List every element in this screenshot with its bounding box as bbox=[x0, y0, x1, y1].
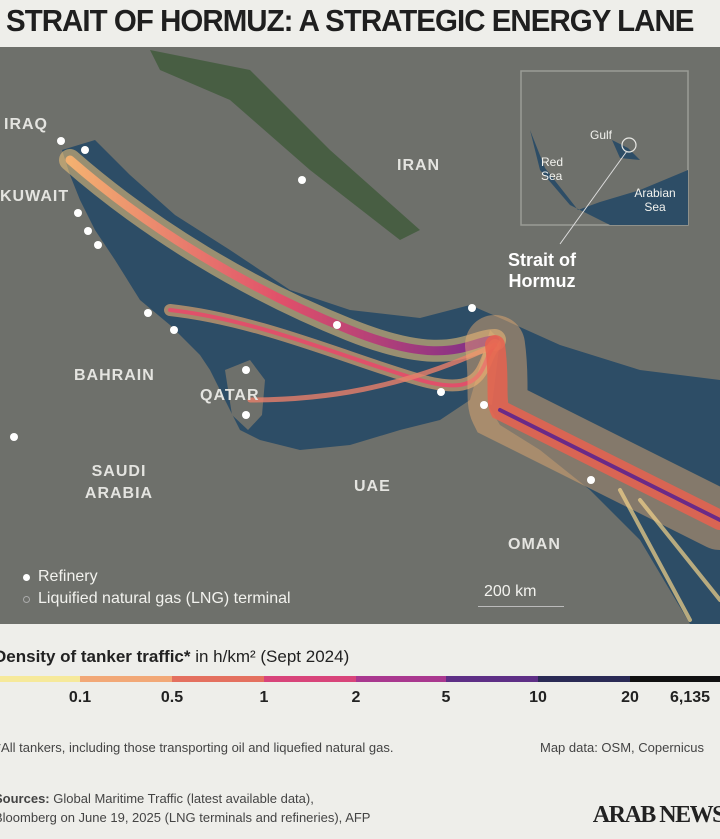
sources-label: Sources: bbox=[0, 791, 50, 806]
colorbar-tick: 1 bbox=[259, 689, 269, 706]
legend-lng: Liquified natural gas (LNG) terminal bbox=[38, 590, 291, 607]
colorbar-segment bbox=[356, 676, 446, 682]
colorbar-tick: 6,135 bbox=[669, 689, 711, 706]
country-label-iran: IRAN bbox=[397, 157, 441, 174]
lng-terminal-icon bbox=[23, 596, 30, 603]
country-label-oman: OMAN bbox=[508, 536, 561, 553]
map bbox=[0, 47, 720, 624]
legend-refinery: Refinery bbox=[38, 568, 98, 585]
colorbar-title-bold: Density of tanker traffic* bbox=[0, 647, 191, 666]
colorbar-tick: 0.1 bbox=[68, 689, 92, 706]
inset-label-red-sea: Red Sea bbox=[541, 155, 564, 183]
map-credit: Map data: OSM, Copernicus bbox=[540, 740, 705, 755]
footnote: *All tankers, including those transporti… bbox=[0, 740, 394, 755]
qatar-land bbox=[225, 360, 265, 430]
country-label-iraq: IRAQ bbox=[4, 116, 48, 133]
arab-news-logo: ARAB NEWS bbox=[592, 802, 720, 828]
refinery-icon bbox=[23, 574, 30, 581]
page-title: STRAIT OF HORMUZ: A STRATEGIC ENERGY LAN… bbox=[6, 3, 694, 38]
strait-leader-line bbox=[559, 150, 628, 245]
colorbar-segment bbox=[172, 676, 264, 682]
colorbar-segment bbox=[80, 676, 172, 682]
inset-label-arabian-sea: Arabian Sea bbox=[634, 186, 676, 214]
vegetation bbox=[150, 50, 420, 240]
country-label-saudi-arabia: SAUDI ARABIA bbox=[84, 463, 154, 502]
country-label-qatar: QATAR bbox=[200, 387, 260, 404]
inset-label-gulf: Gulf bbox=[590, 128, 613, 142]
colorbar-tick: 2 bbox=[351, 689, 361, 706]
colorbar-segment bbox=[538, 676, 630, 682]
strait-label: Strait of Hormuz bbox=[507, 250, 576, 291]
colorbar-segment bbox=[446, 676, 538, 682]
colorbar-tick: 10 bbox=[529, 689, 547, 706]
colorbar-tick: 20 bbox=[621, 689, 639, 706]
colorbar-segment bbox=[630, 676, 720, 682]
sources-line2: Bloomberg on June 19, 2025 (LNG terminal… bbox=[0, 810, 371, 825]
inset-map bbox=[520, 70, 689, 245]
refinery-markers bbox=[10, 137, 595, 484]
country-label-bahrain: BAHRAIN bbox=[74, 367, 155, 384]
colorbar-segment bbox=[264, 676, 356, 682]
country-label-kuwait: KUWAIT bbox=[0, 188, 70, 205]
sources-line1: Global Maritime Traffic (latest availabl… bbox=[49, 791, 314, 806]
colorbar-title: Density of tanker traffic* in h/km² (Sep… bbox=[0, 647, 349, 667]
scale-label: 200 km bbox=[484, 583, 537, 600]
scale-bar bbox=[478, 606, 564, 607]
colorbar-segment bbox=[0, 676, 80, 682]
sources: Sources: Global Maritime Traffic (latest… bbox=[0, 789, 370, 827]
colorbar-title-unit: in h/km² (Sept 2024) bbox=[190, 647, 350, 666]
colorbar-tick: 5 bbox=[441, 689, 451, 706]
country-label-uae: UAE bbox=[354, 478, 391, 495]
colorbar-tick: 0.5 bbox=[160, 689, 184, 706]
traffic-density bbox=[59, 149, 720, 622]
map-canvas bbox=[0, 47, 720, 624]
